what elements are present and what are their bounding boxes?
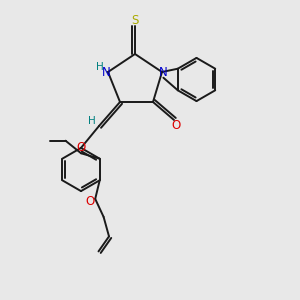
Text: O: O (171, 119, 180, 132)
Text: N: N (102, 65, 111, 79)
Text: O: O (85, 195, 94, 208)
Text: O: O (76, 141, 86, 154)
Text: H: H (96, 61, 104, 72)
Text: H: H (88, 116, 95, 127)
Text: N: N (159, 65, 168, 79)
Text: S: S (131, 14, 139, 27)
